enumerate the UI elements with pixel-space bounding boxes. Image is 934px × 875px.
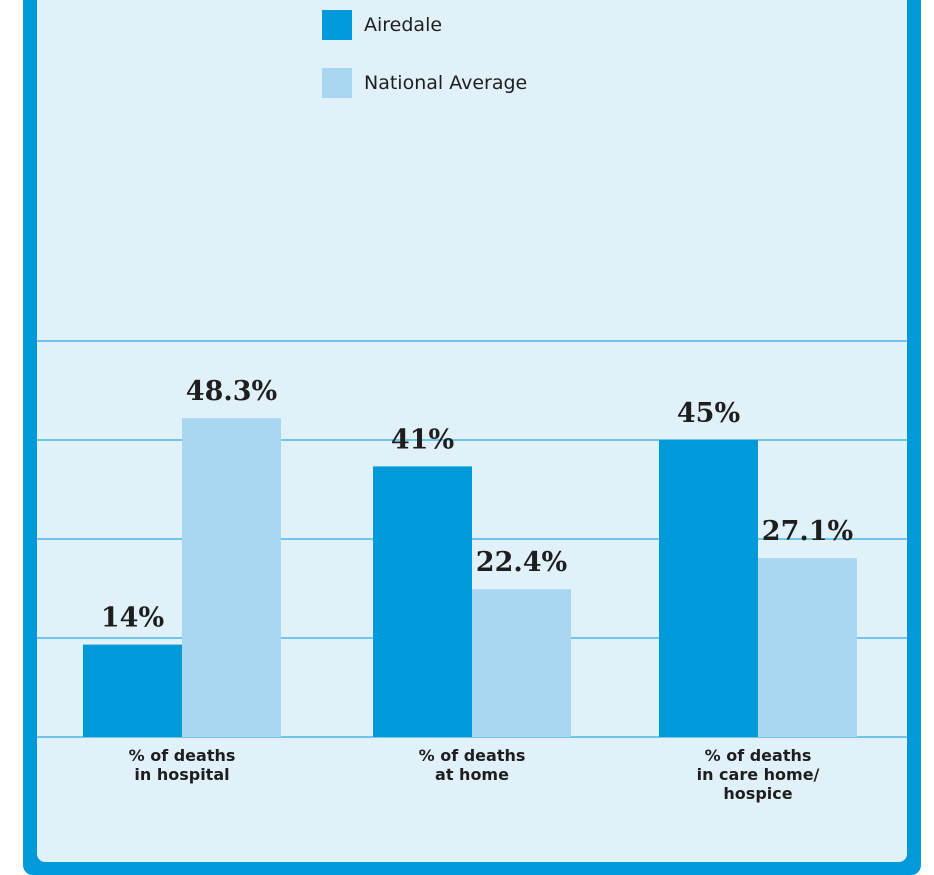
legend-swatch-airedale: [322, 10, 352, 40]
legend-label-airedale: Airedale: [364, 14, 443, 36]
bar-airedale-0: [83, 644, 182, 737]
category-label-0: in hospital: [134, 765, 229, 784]
legend-label-national-average: National Average: [364, 72, 528, 94]
legend-item-airedale: Airedale: [322, 10, 442, 40]
data-label-airedale-0: 14%: [101, 603, 164, 634]
chart-panel: Airedale National Average 14% 41% 45% 48.3%…: [37, 0, 907, 862]
bar-national-average-1: [472, 589, 571, 737]
data-label-national-average-0: 48.3%: [186, 376, 277, 407]
bar-national-average-2: [758, 558, 857, 737]
category-label-2: hospice: [723, 784, 792, 803]
legend-swatch-national-average: [322, 68, 352, 98]
category-label-0: % of deaths: [129, 746, 236, 765]
data-label-national-average-1: 22.4%: [476, 547, 567, 578]
data-label-airedale-2: 45%: [677, 398, 740, 429]
category-label-2: in care home/: [697, 765, 820, 784]
bar-national-average-0: [182, 418, 281, 737]
data-label-airedale-1: 41%: [391, 424, 454, 455]
data-label-national-average-2: 27.1%: [762, 516, 853, 547]
bar-airedale-2: [659, 440, 758, 737]
category-label-1: % of deaths: [419, 746, 526, 765]
bar-airedale-1: [373, 466, 472, 737]
category-label-2: % of deaths: [705, 746, 812, 765]
chart-frame: Airedale National Average 14% 41% 45% 48.3%…: [23, 0, 921, 875]
legend-item-national-average: National Average: [322, 68, 527, 98]
category-label-1: at home: [435, 765, 509, 784]
